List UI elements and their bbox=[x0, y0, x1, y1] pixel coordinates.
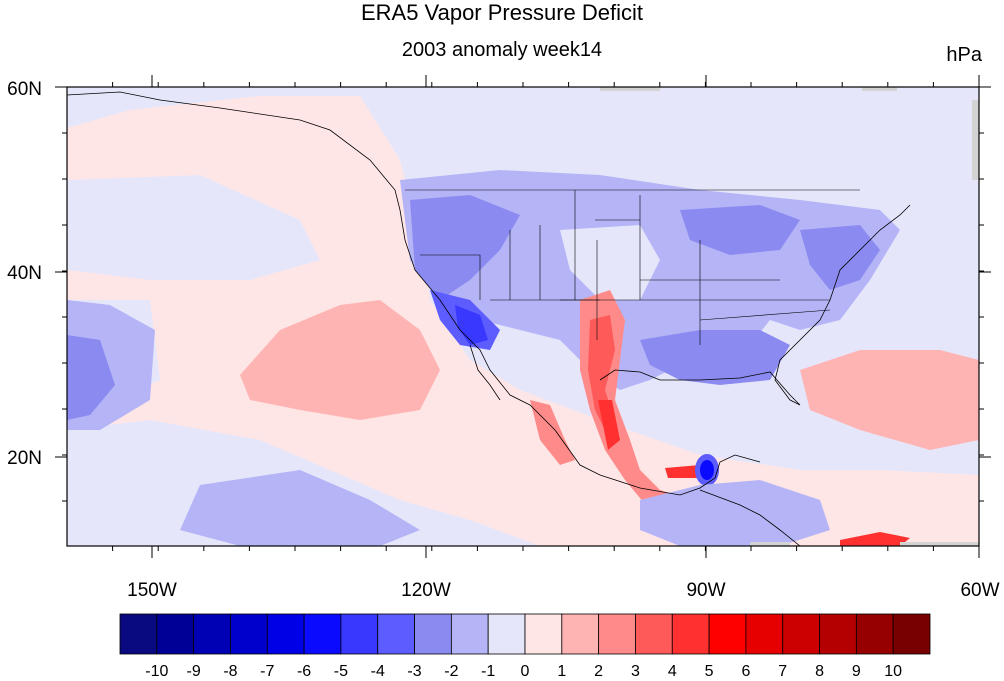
lat-label-60n: 60N bbox=[7, 79, 42, 100]
colorbar-swatch bbox=[266, 613, 305, 655]
colorbar-swatch bbox=[193, 613, 231, 655]
colorbar-swatch bbox=[119, 613, 158, 655]
lon-label-60w: 60W bbox=[960, 580, 999, 601]
colorbar-swatch bbox=[156, 613, 195, 655]
colorbar-swatch bbox=[892, 613, 931, 655]
colorbar-label: -9 bbox=[187, 663, 201, 680]
pacific-positive-region bbox=[67, 96, 979, 546]
lat-label-20n: 20N bbox=[7, 448, 42, 469]
colorbar-label: -3 bbox=[407, 663, 421, 680]
colorbar-swatch bbox=[414, 613, 452, 655]
colorbar-label: -2 bbox=[444, 663, 458, 680]
state-borders bbox=[405, 189, 860, 345]
units-label: hPa bbox=[946, 44, 982, 66]
colorbar-swatch bbox=[230, 613, 268, 655]
colorbar-label: -7 bbox=[260, 663, 274, 680]
anomaly-field bbox=[67, 87, 979, 546]
colorbar-label: -8 bbox=[223, 663, 237, 680]
colorbar-label: 6 bbox=[741, 663, 750, 680]
colorbar-label: 4 bbox=[668, 663, 677, 680]
colorbar-label: 1 bbox=[557, 663, 566, 680]
colorbar-swatch bbox=[450, 613, 489, 655]
colorbar-label: -5 bbox=[334, 663, 348, 680]
lon-label-120w: 120W bbox=[401, 580, 451, 601]
colorbar-swatch bbox=[377, 613, 415, 655]
colorbar-swatch bbox=[635, 613, 673, 655]
colorbar-label: -10 bbox=[145, 663, 168, 680]
colorbar-label: -4 bbox=[371, 663, 385, 680]
colorbar-label: 2 bbox=[594, 663, 603, 680]
colorbar-swatch bbox=[340, 613, 379, 655]
colorbar: -10 -9 -8 -7 -6 -5 -4 -3 -2 -1 0 1 2 3 4 5 6 7 8 9 10 bbox=[119, 613, 931, 680]
colorbar-swatch bbox=[524, 613, 563, 655]
colorbar-swatch bbox=[745, 613, 784, 655]
colorbar-swatch bbox=[782, 613, 820, 655]
colorbar-label: 3 bbox=[631, 663, 640, 680]
colorbar-label: 5 bbox=[705, 663, 714, 680]
colorbar-label: 9 bbox=[852, 663, 861, 680]
colorbar-label: 7 bbox=[778, 663, 787, 680]
colorbar-swatch bbox=[819, 613, 857, 655]
colorbar-label: 10 bbox=[884, 663, 902, 680]
colorbar-label: 8 bbox=[815, 663, 824, 680]
coastlines bbox=[67, 91, 911, 546]
map-subtitle: 2003 anomaly week14 bbox=[401, 39, 603, 61]
colorbar-swatch bbox=[855, 613, 894, 655]
colorbar-swatch bbox=[561, 613, 600, 655]
lon-label-90w: 90W bbox=[686, 580, 725, 601]
colorbar-label: -6 bbox=[297, 663, 311, 680]
colorbar-swatch bbox=[598, 613, 636, 655]
lon-label-150w: 150W bbox=[127, 580, 177, 601]
colorbar-swatch bbox=[671, 613, 710, 655]
lat-label-40n: 40N bbox=[7, 263, 42, 284]
colorbar-label: -1 bbox=[481, 663, 495, 680]
colorbar-label: 0 bbox=[521, 663, 530, 680]
colorbar-swatch bbox=[487, 613, 526, 655]
colorbar-swatch bbox=[303, 613, 342, 655]
map-title: ERA5 Vapor Pressure Deficit bbox=[360, 0, 644, 25]
colorbar-swatch bbox=[708, 613, 747, 655]
